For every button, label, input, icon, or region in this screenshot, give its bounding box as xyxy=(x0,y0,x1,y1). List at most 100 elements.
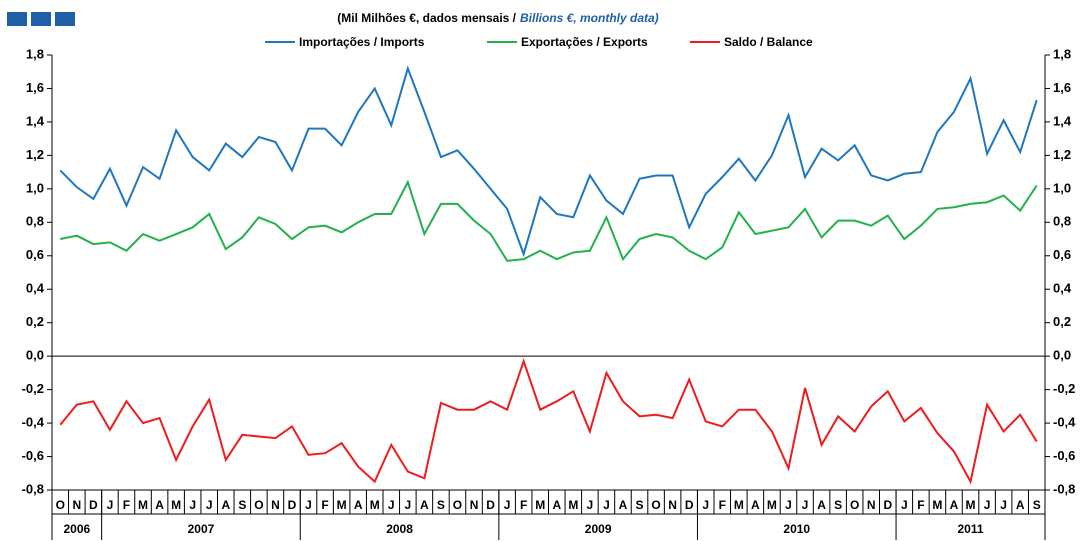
x-tick-label: D xyxy=(685,498,694,512)
x-tick-label: J xyxy=(785,498,792,512)
x-tick-label: O xyxy=(56,498,65,512)
x-tick-label: N xyxy=(668,498,677,512)
x-tick-label: J xyxy=(206,498,213,512)
x-tick-label: M xyxy=(535,498,545,512)
x-tick-label: A xyxy=(950,498,959,512)
x-tick-label: A xyxy=(552,498,561,512)
x-tick-label: A xyxy=(221,498,230,512)
legend-label: Importações / Imports xyxy=(299,35,425,49)
y-tick-label: 0,6 xyxy=(26,247,44,262)
y2-tick-label: 1,6 xyxy=(1053,80,1071,95)
year-label: 2006 xyxy=(63,522,90,536)
series-line xyxy=(60,179,1038,262)
x-tick-label: A xyxy=(155,498,164,512)
y-tick-label: 1,8 xyxy=(26,46,44,61)
x-tick-label: D xyxy=(883,498,892,512)
y2-tick-label: -0,4 xyxy=(1053,415,1076,430)
x-tick-label: J xyxy=(802,498,809,512)
y2-tick-label: 1,0 xyxy=(1053,180,1071,195)
x-tick-label: D xyxy=(486,498,495,512)
y-tick-label: -0,8 xyxy=(22,481,44,496)
x-tick-label: A xyxy=(1016,498,1025,512)
y-tick-label: 1,4 xyxy=(26,113,45,128)
x-tick-label: N xyxy=(72,498,81,512)
x-tick-label: J xyxy=(305,498,312,512)
y2-tick-label: -0,6 xyxy=(1053,448,1075,463)
x-tick-label: N xyxy=(271,498,280,512)
series-line xyxy=(59,65,1038,258)
x-tick-label: S xyxy=(636,498,644,512)
legend-label: Exportações / Exports xyxy=(521,35,648,49)
x-tick-label: A xyxy=(817,498,826,512)
x-tick-label: A xyxy=(751,498,760,512)
x-tick-label: M xyxy=(734,498,744,512)
y-tick-label: -0,4 xyxy=(22,415,45,430)
x-tick-label: O xyxy=(254,498,263,512)
x-tick-label: S xyxy=(834,498,842,512)
x-tick-label: J xyxy=(901,498,908,512)
x-tick-label: J xyxy=(603,498,610,512)
x-tick-label: S xyxy=(238,498,246,512)
x-tick-label: D xyxy=(89,498,98,512)
x-tick-label: F xyxy=(321,498,328,512)
y2-tick-label: 0,2 xyxy=(1053,314,1071,329)
y2-tick-label: 0,0 xyxy=(1053,348,1071,363)
x-tick-label: A xyxy=(354,498,363,512)
x-tick-label: M xyxy=(337,498,347,512)
year-label: 2007 xyxy=(188,522,215,536)
x-tick-label: D xyxy=(288,498,297,512)
logo-block xyxy=(55,12,75,26)
x-tick-label: A xyxy=(619,498,628,512)
x-tick-label: M xyxy=(568,498,578,512)
x-tick-label: S xyxy=(437,498,445,512)
y2-tick-label: 1,2 xyxy=(1053,147,1071,162)
x-tick-label: J xyxy=(107,498,114,512)
y-tick-label: 1,0 xyxy=(26,180,44,195)
x-tick-label: J xyxy=(504,498,511,512)
x-tick-label: M xyxy=(370,498,380,512)
y-tick-label: 0,2 xyxy=(26,314,44,329)
x-tick-label: J xyxy=(189,498,196,512)
x-tick-label: J xyxy=(587,498,594,512)
logo-block xyxy=(7,12,27,26)
x-tick-label: S xyxy=(1033,498,1041,512)
x-tick-label: O xyxy=(453,498,462,512)
y2-tick-label: 0,4 xyxy=(1053,281,1072,296)
y2-tick-label: 1,4 xyxy=(1053,113,1072,128)
x-tick-label: M xyxy=(932,498,942,512)
x-tick-label: F xyxy=(917,498,924,512)
x-tick-label: J xyxy=(404,498,411,512)
y2-tick-label: 0,6 xyxy=(1053,247,1071,262)
chart-title: (Mil Milhões €, dados mensais / xyxy=(337,11,516,25)
x-tick-label: N xyxy=(470,498,479,512)
y2-tick-label: 0,8 xyxy=(1053,214,1071,229)
y2-tick-label: 1,8 xyxy=(1053,46,1071,61)
x-tick-label: O xyxy=(850,498,859,512)
y-tick-label: 0,4 xyxy=(26,281,45,296)
year-label: 2008 xyxy=(386,522,413,536)
x-tick-label: A xyxy=(420,498,429,512)
y-tick-label: 1,2 xyxy=(26,147,44,162)
x-tick-label: F xyxy=(520,498,527,512)
x-tick-label: M xyxy=(767,498,777,512)
y-tick-label: 0,0 xyxy=(26,348,44,363)
x-tick-label: J xyxy=(388,498,395,512)
y2-tick-label: -0,2 xyxy=(1053,381,1075,396)
x-tick-label: J xyxy=(984,498,991,512)
x-tick-label: M xyxy=(966,498,976,512)
y-tick-label: 1,6 xyxy=(26,80,44,95)
x-tick-label: F xyxy=(123,498,130,512)
x-tick-label: F xyxy=(719,498,726,512)
y-tick-label: 0,8 xyxy=(26,214,44,229)
x-tick-label: O xyxy=(651,498,660,512)
series-line xyxy=(59,358,1038,485)
year-label: 2011 xyxy=(958,522,984,536)
y-tick-label: -0,2 xyxy=(22,381,44,396)
year-label: 2010 xyxy=(783,522,810,536)
logo-block xyxy=(31,12,51,26)
x-tick-label: J xyxy=(702,498,709,512)
x-tick-label: M xyxy=(171,498,181,512)
y2-tick-label: -0,8 xyxy=(1053,481,1075,496)
chart-title-en: Billions €, monthly data) xyxy=(520,11,659,25)
